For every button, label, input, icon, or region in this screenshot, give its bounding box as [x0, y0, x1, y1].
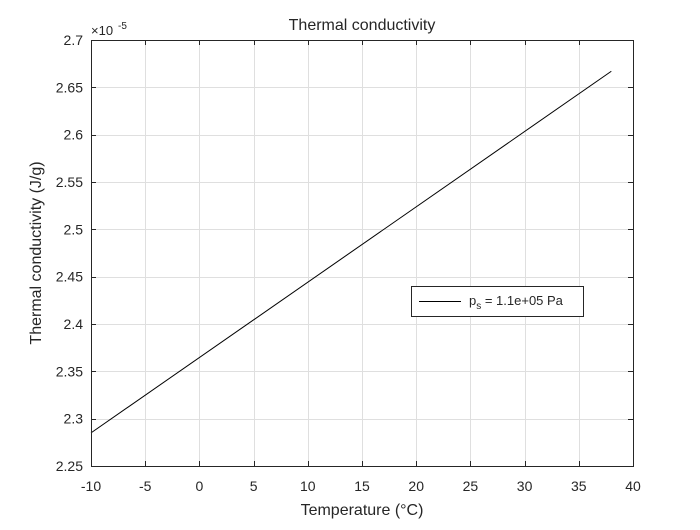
x-tick-label: 25: [463, 478, 479, 494]
x-tick-label: 10: [300, 478, 316, 494]
y-tick-label: 2.5: [64, 221, 84, 237]
x-tick-label: -10: [81, 478, 101, 494]
y-tick-label: 2.35: [56, 363, 83, 379]
x-tick-label: 20: [408, 478, 424, 494]
y-tick-label: 2.6: [64, 127, 84, 143]
legend: ps = 1.1e+05 Pa: [411, 286, 584, 317]
y-tick-label: 2.4: [64, 316, 84, 332]
ticks: -10 -5 0 5 10 15 20 25 30 35 40 2.25 2.3 2.35 2.4 2.45 2…: [56, 32, 641, 494]
x-tick-label: 40: [625, 478, 641, 494]
y-tick-label: 2.25: [56, 458, 83, 474]
y-tick-label: 2.45: [56, 269, 83, 285]
x-tick-label: 15: [354, 478, 370, 494]
y-tick-label: 2.55: [56, 174, 83, 190]
x-tick-label: -5: [139, 478, 152, 494]
y-exponent-base: ×10: [91, 23, 113, 38]
x-tick-label: 0: [196, 478, 204, 494]
y-tick-label: 2.3: [64, 411, 84, 427]
legend-entry-label: ps = 1.1e+05 Pa: [469, 293, 564, 312]
y-tick-label: 2.65: [56, 79, 83, 95]
legend-main-text: p: [469, 293, 476, 308]
y-tick-label: 2.7: [64, 32, 84, 48]
y-exponent-multiplier: ×10 -5: [91, 21, 127, 38]
x-axis-label: Temperature (°C): [301, 502, 424, 519]
x-tick-label: 30: [517, 478, 533, 494]
y-exponent-power: -5: [118, 21, 127, 32]
legend-subscript: s: [476, 301, 481, 312]
x-tick-label: 35: [571, 478, 587, 494]
series-line: [90, 70, 612, 434]
y-axis-label: Thermal conductivity (J/g): [28, 161, 45, 344]
series-layer: [90, 70, 612, 434]
chart-title: Thermal conductivity: [289, 17, 436, 34]
legend-rest-text: = 1.1e+05 Pa: [481, 293, 563, 308]
x-tick-label: 5: [250, 478, 258, 494]
